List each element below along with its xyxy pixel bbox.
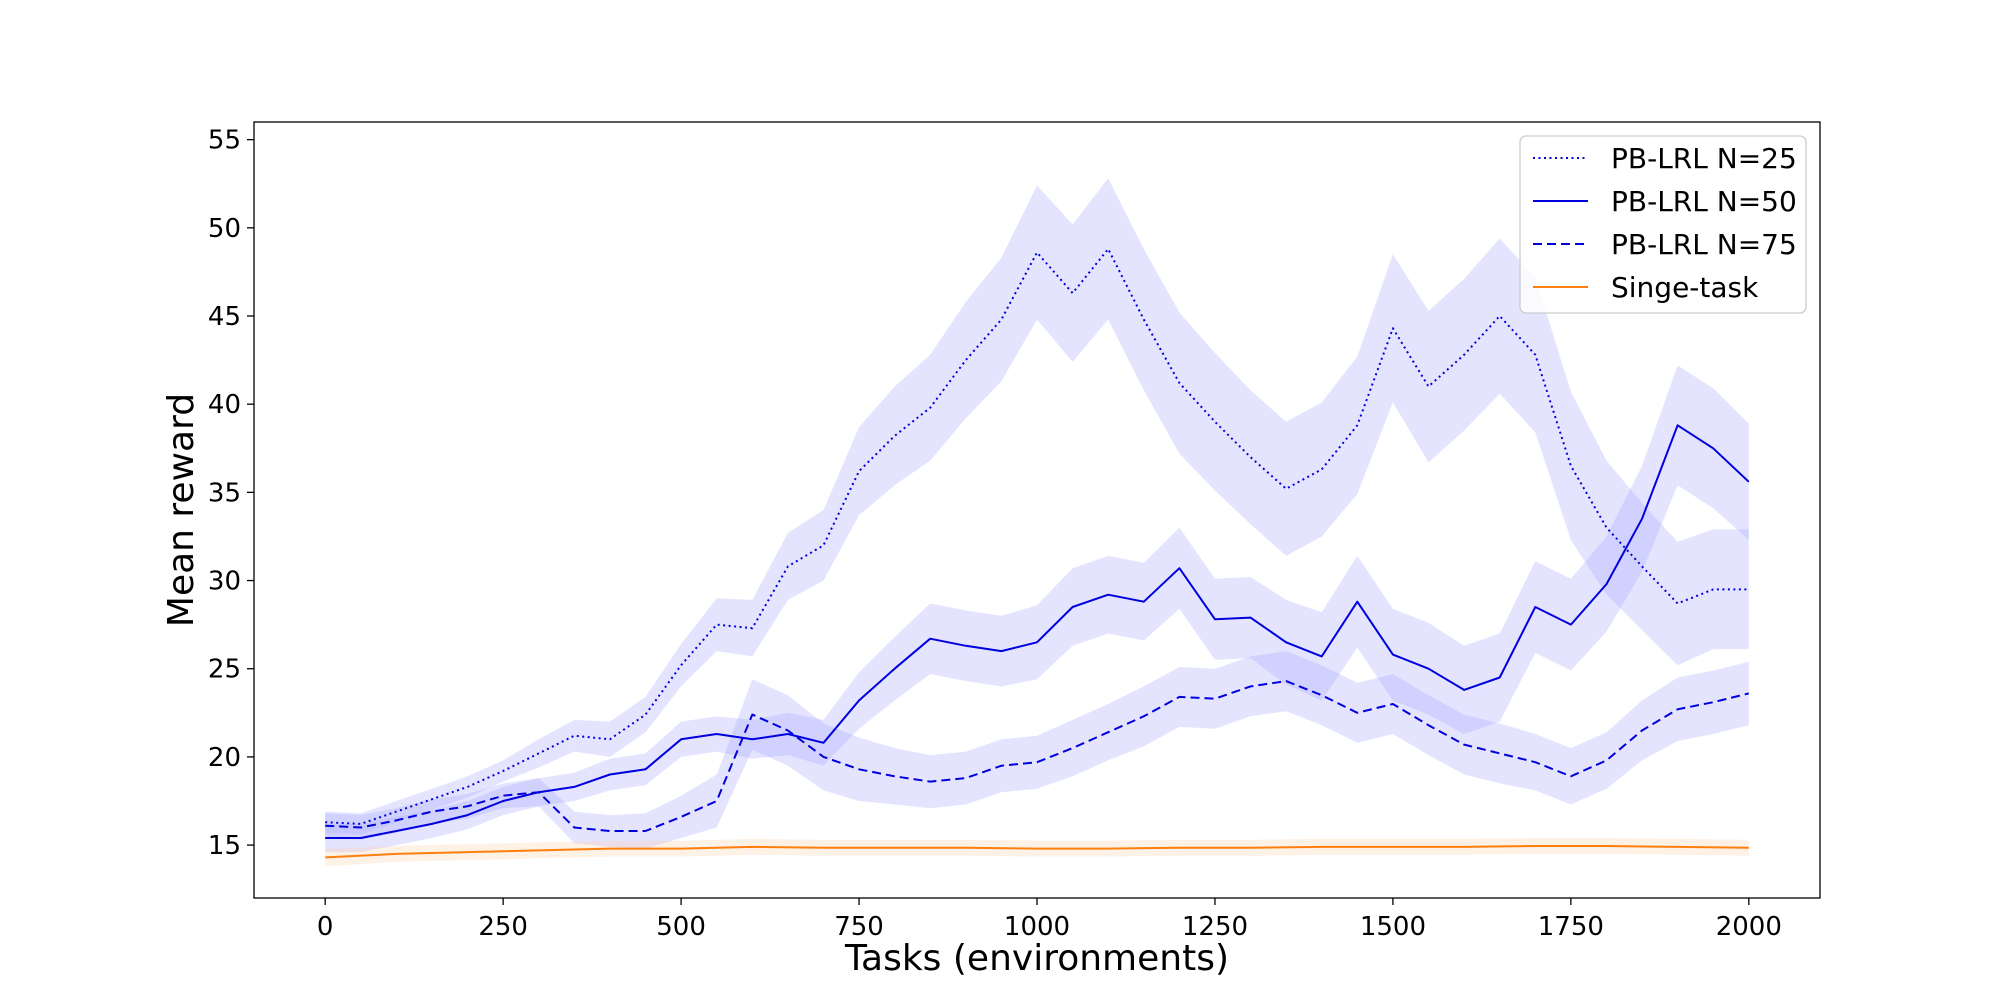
series-line-1 bbox=[325, 424, 1750, 839]
x-axis-label: Tasks (environments) bbox=[844, 938, 1229, 979]
series-band-1 bbox=[325, 365, 1749, 853]
y-tick-label: 35 bbox=[208, 478, 241, 508]
y-tick-label: 30 bbox=[208, 567, 241, 597]
series-band-2 bbox=[325, 651, 1749, 849]
series-line-0 bbox=[325, 248, 1749, 825]
series-band-3 bbox=[325, 838, 1749, 867]
y-tick-label: 15 bbox=[208, 831, 241, 861]
y-tick-label: 50 bbox=[208, 214, 241, 244]
legend-label: PB-LRL N=50 bbox=[1611, 185, 1797, 218]
x-tick-label: 1500 bbox=[1360, 912, 1426, 942]
x-tick-label: 1250 bbox=[1182, 912, 1248, 942]
x-tick-label: 750 bbox=[834, 912, 884, 942]
legend-label: Singe-task bbox=[1611, 271, 1759, 304]
x-tick-label: 1000 bbox=[1004, 912, 1070, 942]
x-tick-label: 0 bbox=[317, 912, 334, 942]
series-line-3 bbox=[325, 845, 1749, 859]
x-axis-ticks: 0 250 500 750 1000 1250 1500 1750 2000 bbox=[317, 898, 1782, 942]
y-axis-label: Mean reward bbox=[161, 393, 202, 627]
confidence-bands bbox=[325, 178, 1749, 867]
series-lines bbox=[325, 248, 1750, 859]
x-tick-label: 1750 bbox=[1538, 912, 1604, 942]
legend-label: PB-LRL N=75 bbox=[1611, 228, 1797, 261]
x-tick-label: 2000 bbox=[1716, 912, 1782, 942]
legend: PB-LRL N=25 PB-LRL N=50 PB-LRL N=75 Singe-t… bbox=[1519, 135, 1807, 314]
x-tick-label: 500 bbox=[656, 912, 706, 942]
y-tick-label: 40 bbox=[208, 390, 241, 420]
legend-label: PB-LRL N=25 bbox=[1611, 142, 1797, 175]
y-tick-label: 45 bbox=[208, 302, 241, 332]
y-tick-label: 20 bbox=[208, 743, 241, 773]
x-tick-label: 250 bbox=[478, 912, 528, 942]
y-axis-ticks: 15 20 25 30 35 40 45 50 55 bbox=[208, 126, 254, 861]
y-tick-label: 55 bbox=[208, 126, 241, 156]
series-line-2 bbox=[325, 680, 1750, 832]
y-tick-label: 25 bbox=[208, 655, 241, 685]
series-band-0 bbox=[325, 178, 1749, 835]
legend-box bbox=[1519, 135, 1807, 314]
